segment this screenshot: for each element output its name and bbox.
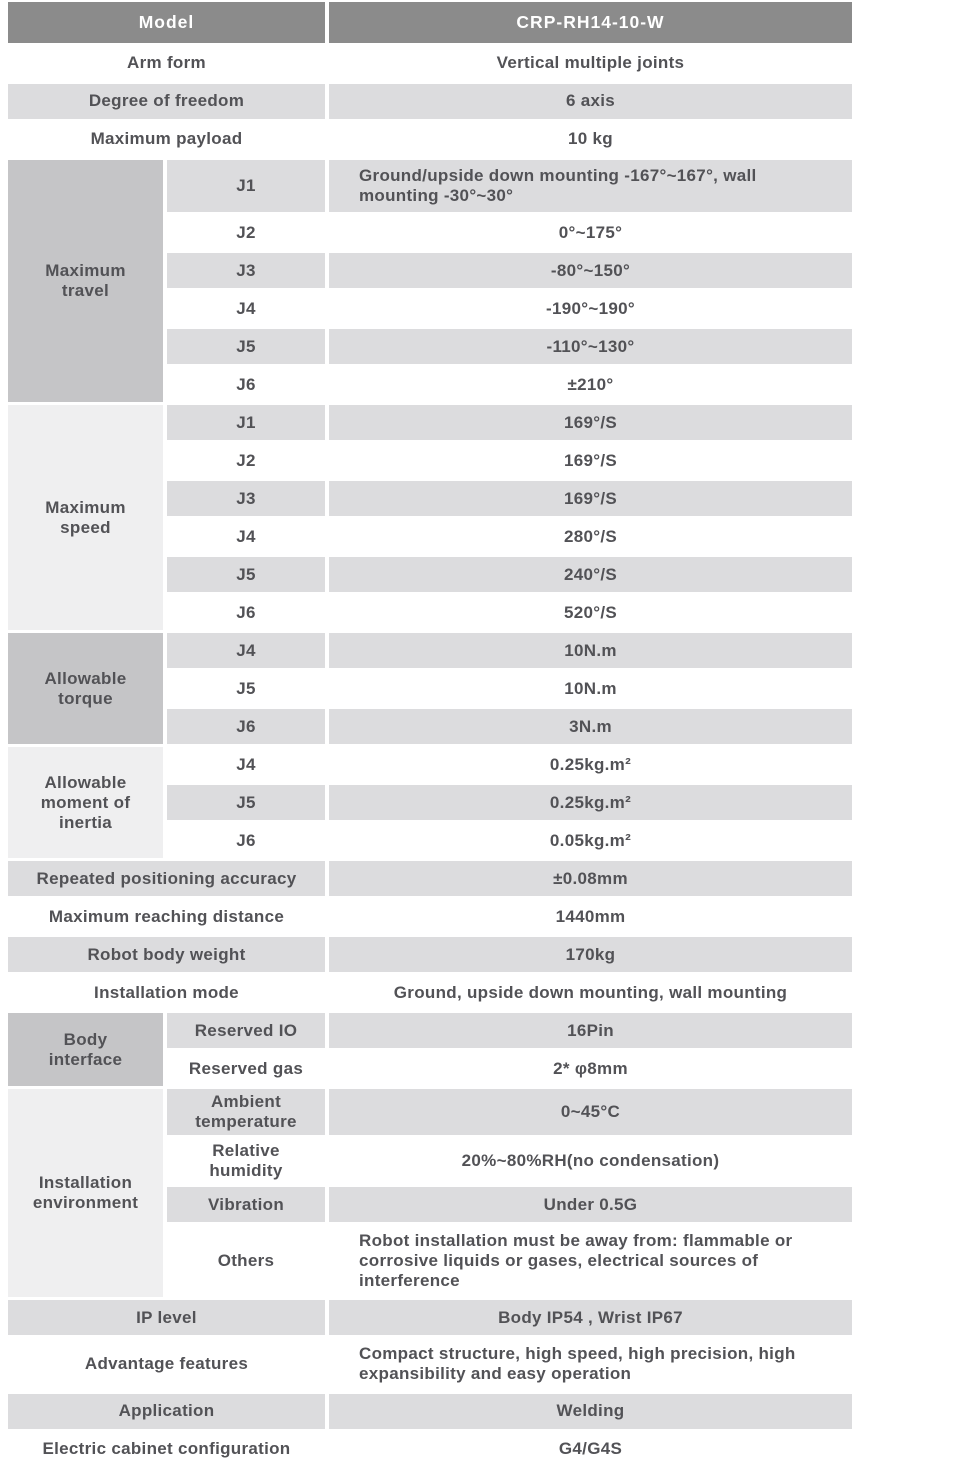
spec-value-cell: G4/G4S xyxy=(558,1438,623,1458)
sub-label-cell: J4 xyxy=(236,754,256,774)
spec-value-cell: 169°/S xyxy=(563,450,618,470)
spec-value-cell: 280°/S xyxy=(563,526,618,546)
sub-label-cell: J3 xyxy=(167,481,325,517)
sub-label-cell: J4 xyxy=(167,633,325,669)
spec-value-cell: 0°~175° xyxy=(558,222,623,242)
spec-value-cell: 1440mm xyxy=(555,906,626,926)
sub-label-cell: J5 xyxy=(167,329,325,365)
spec-label-cell: Degree of freedom xyxy=(8,84,325,119)
spec-value-cell: 10N.m xyxy=(329,633,852,669)
spec-value-cell: Body IP54 , Wrist IP67 xyxy=(329,1300,852,1336)
group-header-cell: Installation environment xyxy=(8,1089,163,1298)
group-header-cell: Maximum speed xyxy=(8,405,163,631)
spec-value-cell: 0.25kg.m² xyxy=(549,754,632,774)
spec-value-cell: 0.05kg.m² xyxy=(549,830,632,850)
group-header-cell: Allowable moment of inertia xyxy=(8,747,163,859)
spec-label-cell: Maximum payload xyxy=(90,129,243,149)
spec-table: Model CRP-RH14-10-W Arm form Vertical multi… xyxy=(8,2,852,1467)
spec-value-cell: 3N.m xyxy=(329,709,852,745)
spec-value-cell: 2* φ8mm xyxy=(553,1058,628,1078)
sub-label-cell: J1 xyxy=(167,405,325,441)
spec-value-cell: Compact structure, high speed, high prec… xyxy=(359,1344,796,1384)
spec-value-cell: -110°~130° xyxy=(329,329,852,365)
spec-label-cell: Arm form xyxy=(127,53,206,73)
spec-label-cell: Repeated positioning accuracy xyxy=(8,861,325,897)
spec-value-cell: Ground/upside down mounting -167°~167°, … xyxy=(329,160,852,213)
sub-label-cell: J5 xyxy=(236,678,256,698)
sub-label-cell: Reserved IO xyxy=(167,1013,325,1049)
spec-value-cell: 10 kg xyxy=(568,129,613,149)
group-header-cell: Body interface xyxy=(8,1013,163,1087)
sub-label-cell: J6 xyxy=(236,830,256,850)
sub-label-cell: J1 xyxy=(167,160,325,213)
sub-label-cell: J5 xyxy=(167,557,325,593)
sub-label-cell: J6 xyxy=(167,709,325,745)
spec-label-cell: Robot body weight xyxy=(8,937,325,973)
spec-value-cell: 169°/S xyxy=(329,405,852,441)
sub-label-cell: Others xyxy=(217,1251,275,1271)
sub-label-cell: Ambient temperature xyxy=(167,1089,325,1136)
spec-value-cell: 16Pin xyxy=(329,1013,852,1049)
spec-label-cell: Application xyxy=(8,1393,325,1429)
spec-label-cell: IP level xyxy=(8,1300,325,1336)
spec-value-cell: 520°/S xyxy=(563,602,618,622)
spec-value-cell: ±210° xyxy=(567,374,614,394)
spec-value-cell: 0.25kg.m² xyxy=(329,785,852,821)
spec-value-cell: 170kg xyxy=(329,937,852,973)
spec-value-cell: 6 axis xyxy=(329,84,852,119)
spec-value-cell: Vertical multiple joints xyxy=(496,53,685,73)
sub-label-cell: J4 xyxy=(236,298,256,318)
sub-label-cell: Reserved gas xyxy=(188,1058,304,1078)
spec-value-cell: Welding xyxy=(329,1393,852,1429)
group-header-cell: Maximum travel xyxy=(8,160,163,403)
model-header-cell: Model xyxy=(8,2,325,43)
sub-label-cell: J6 xyxy=(236,602,256,622)
spec-value-cell: ±0.08mm xyxy=(329,861,852,897)
spec-value-cell: Ground, upside down mounting, wall mount… xyxy=(393,982,788,1002)
sub-label-cell: Vibration xyxy=(167,1187,325,1223)
spec-value-cell: -80°~150° xyxy=(329,253,852,289)
spec-value-cell: 20%~80%RH(no condensation) xyxy=(461,1151,720,1171)
sub-label-cell: J5 xyxy=(167,785,325,821)
spec-label-cell: Installation mode xyxy=(94,982,239,1002)
spec-value-cell: -190°~190° xyxy=(546,298,635,318)
spec-label-cell: Maximum reaching distance xyxy=(48,906,285,926)
spec-value-cell: Robot installation must be away from: fl… xyxy=(359,1231,793,1291)
sub-label-cell: J6 xyxy=(236,374,256,394)
sub-label-cell: J4 xyxy=(236,526,256,546)
spec-value-cell: 10N.m xyxy=(564,678,617,698)
spec-value-cell: 240°/S xyxy=(329,557,852,593)
group-header-cell: Allowable torque xyxy=(8,633,163,745)
spec-label-cell: Electric cabinet configuration xyxy=(42,1438,291,1458)
spec-value-cell: 169°/S xyxy=(329,481,852,517)
model-value-cell: CRP-RH14-10-W xyxy=(329,2,852,43)
spec-label-cell: Advantage features xyxy=(84,1354,249,1374)
sub-label-cell: J2 xyxy=(236,450,256,470)
spec-value-cell: 0~45°C xyxy=(329,1089,852,1136)
sub-label-cell: Relative humidity xyxy=(209,1141,283,1181)
spec-value-cell: Under 0.5G xyxy=(329,1187,852,1223)
sub-label-cell: J2 xyxy=(236,222,256,242)
sub-label-cell: J3 xyxy=(167,253,325,289)
